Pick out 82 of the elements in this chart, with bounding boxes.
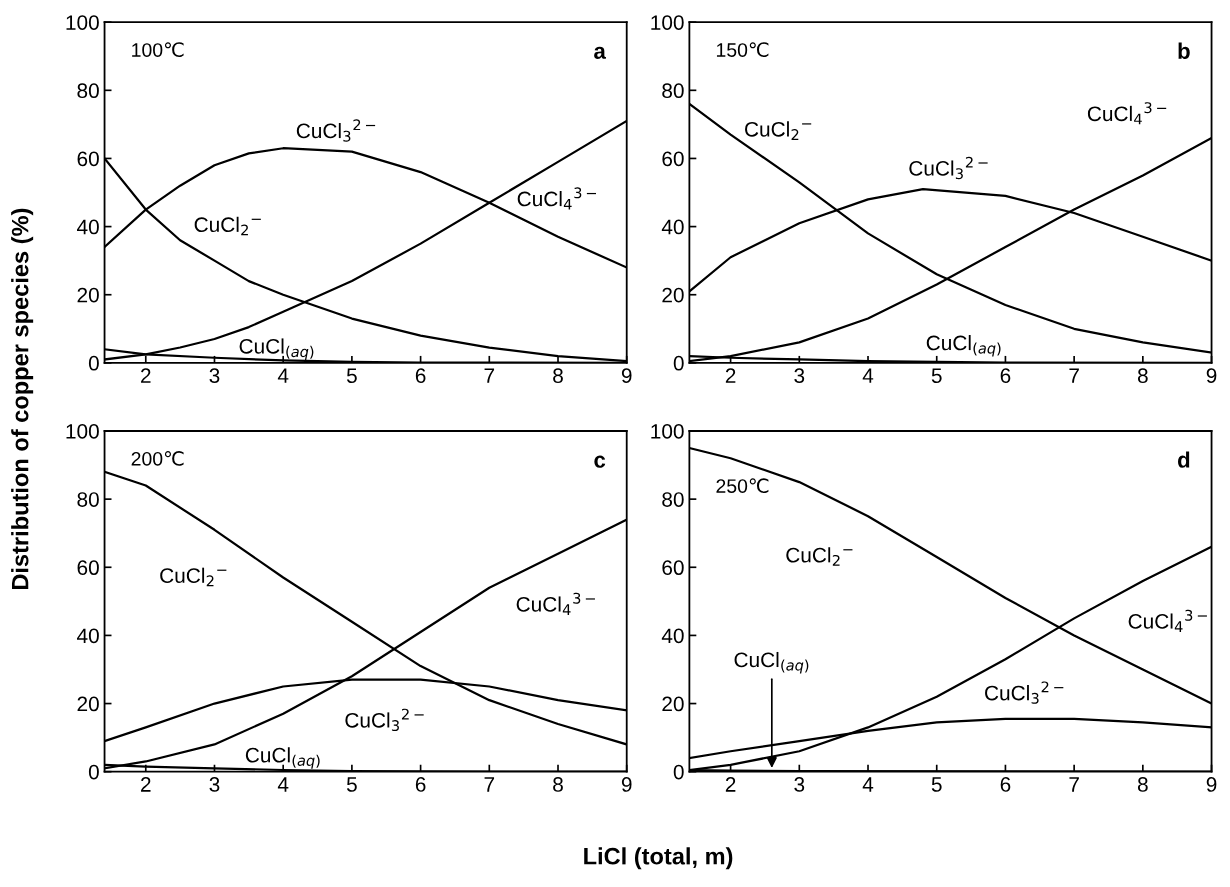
y-tick-label: 100 — [66, 15, 99, 30]
annotation: 200℃ — [131, 451, 184, 466]
annotation: CuCl$_{2}$$^{−}$ — [194, 216, 261, 236]
x-tick-label: 6 — [1000, 368, 1011, 384]
y-tick-label: 0 — [88, 355, 99, 371]
y-axis-title: Distribution of copper species (%) — [11, 208, 34, 590]
x-tick-label: 4 — [862, 777, 874, 792]
x-tick-label: 7 — [484, 368, 495, 383]
x-tick-label: 7 — [1069, 368, 1079, 383]
x-tick-label: 8 — [1137, 777, 1148, 792]
x-tick-label: 8 — [553, 368, 563, 384]
x-tick-label: 9 — [1206, 777, 1217, 792]
annotation: CuCl$_{4}$$^{3−}$ — [1128, 609, 1207, 632]
x-axis-title: LiCl (total, m) — [584, 847, 733, 870]
x-tick-label: 5 — [931, 777, 942, 792]
y-tick-label: 100 — [651, 15, 684, 30]
annotation: CuCl$_{3}$$^{2−}$ — [985, 681, 1064, 704]
y-tick-label: 40 — [77, 219, 99, 235]
annotation: CuCl$_{4}$$^{3−}$ — [1087, 102, 1167, 125]
y-tick-label: 60 — [662, 560, 684, 576]
x-tick-label: 9 — [621, 368, 632, 384]
x-tick-label: 6 — [415, 777, 426, 792]
x-tick-label: 7 — [1069, 777, 1079, 792]
annotation: CuCl$_{3}$$^{2−}$ — [909, 156, 988, 180]
x-tick-label: 6 — [1000, 777, 1011, 792]
y-tick-label: 80 — [662, 83, 684, 99]
x-tick-label: 8 — [553, 777, 563, 792]
y-tick-label: 0 — [673, 764, 684, 780]
annotation: CuCl$_{2}$$^{−}$ — [160, 567, 227, 587]
x-tick-label: 3 — [209, 777, 220, 792]
annotation: 100℃ — [132, 42, 184, 57]
annotation: c — [594, 455, 606, 468]
annotation: CuCl$_{2}$$^{−}$ — [786, 547, 853, 566]
y-tick-label: 80 — [77, 492, 99, 507]
annotation: CuCl$_{4}$$^{3−}$ — [517, 187, 596, 210]
y-tick-label: 0 — [88, 764, 99, 780]
y-tick-label: 40 — [661, 219, 684, 235]
x-tick-label: 9 — [1206, 368, 1217, 384]
x-tick-label: 2 — [725, 777, 736, 792]
x-tick-label: 5 — [346, 777, 357, 792]
annotation: CuCl$_{(aq)}$ — [245, 747, 320, 769]
x-tick-label: 2 — [141, 368, 151, 383]
annotation: CuCl$_{(aq)}$ — [734, 651, 809, 674]
x-tick-label: 3 — [794, 368, 805, 384]
x-tick-label: 8 — [1137, 368, 1148, 384]
y-tick-label: 20 — [662, 287, 684, 303]
y-tick-label: 40 — [77, 628, 99, 644]
x-tick-label: 5 — [346, 368, 357, 384]
annotation: CuCl$_{(aq)}$ — [239, 338, 314, 360]
annotation: CuCl$_{3}$$^{2−}$ — [296, 119, 376, 142]
y-tick-label: 20 — [662, 696, 684, 712]
y-tick-label: 60 — [662, 151, 684, 167]
y-tick-label: 20 — [77, 287, 99, 303]
y-tick-label: 80 — [662, 492, 684, 507]
y-tick-label: 60 — [77, 560, 99, 576]
annotation: b — [1178, 42, 1190, 59]
annotation: CuCl$_{4}$$^{3−}$ — [516, 592, 595, 615]
x-tick-label: 6 — [415, 368, 426, 384]
y-tick-label: 60 — [77, 151, 99, 167]
annotation: 150℃ — [716, 42, 769, 57]
x-tick-label: 7 — [484, 777, 495, 792]
y-tick-label: 40 — [661, 628, 684, 644]
x-tick-label: 3 — [209, 368, 220, 384]
y-tick-label: 0 — [673, 355, 684, 371]
x-tick-label: 2 — [725, 368, 736, 383]
y-tick-label: 20 — [77, 696, 99, 712]
x-tick-label: 4 — [862, 368, 874, 383]
y-tick-label: 100 — [66, 424, 99, 439]
annotation: d — [1178, 451, 1190, 468]
annotation: CuCl$_{2}$$^{−}$ — [745, 121, 812, 140]
annotation: a — [594, 46, 606, 59]
annotation: CuCl$_{3}$$^{2−}$ — [345, 708, 424, 732]
y-tick-label: 100 — [651, 424, 684, 439]
y-tick-label: 80 — [77, 83, 99, 99]
x-tick-label: 5 — [931, 368, 942, 384]
x-tick-label: 3 — [794, 777, 805, 792]
x-tick-label: 2 — [141, 777, 151, 792]
x-tick-label: 4 — [277, 368, 289, 383]
annotation: CuCl$_{(aq)}$ — [926, 335, 1001, 357]
annotation: 250℃ — [716, 478, 769, 494]
x-tick-label: 9 — [621, 777, 632, 792]
x-tick-label: 4 — [277, 777, 289, 792]
